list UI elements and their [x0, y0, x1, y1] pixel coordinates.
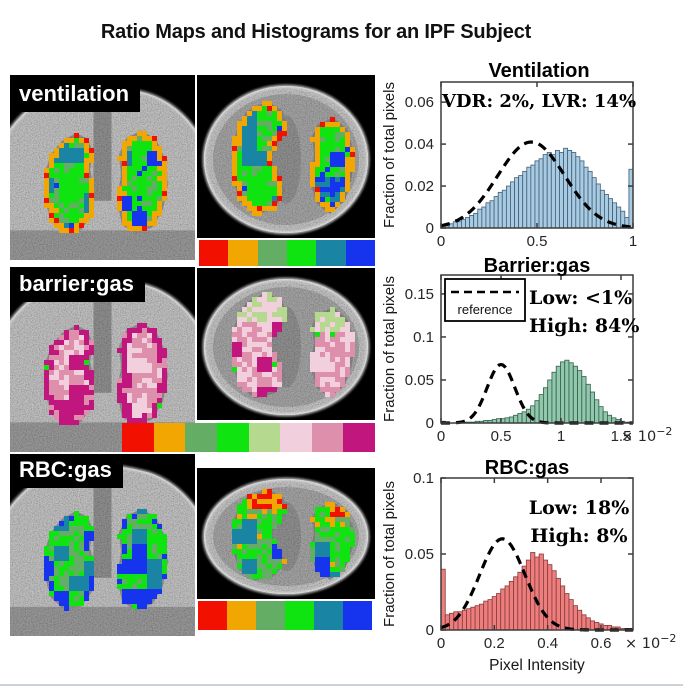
y-axis-label: Fraction of total pixels [381, 481, 398, 627]
x-tick-label: 0 [437, 635, 445, 652]
annotation-text: High: 84% [529, 315, 639, 337]
colorbar-segment [248, 423, 281, 452]
histogram-bars [440, 359, 634, 424]
barrier-gas-histogram: 0 0.5 1 1.5 0 0.05 0.1 0.15 × 10−2 Barrier:gas Fra… [381, 255, 672, 445]
y-tick-label: 0.05 [405, 372, 434, 389]
y-tick-label: 0.06 [405, 94, 434, 111]
y-axis-label: Fraction of total pixels [381, 82, 398, 228]
histogram-title: Ventilation [488, 60, 589, 82]
lung-overlay [310, 307, 355, 398]
y-tick-label: 0 [426, 415, 434, 432]
y-tick-label: 0.04 [405, 136, 434, 153]
lung-overlay [44, 511, 94, 612]
plot-frame [440, 81, 634, 229]
y-tick-label: 0.1 [413, 470, 434, 487]
y-tick-label: 0.02 [405, 178, 434, 195]
lung-overlay [117, 323, 167, 423]
colorbar-segment [311, 423, 344, 452]
x-tick-label: 0.4 [537, 635, 558, 652]
colorbar-segment [343, 601, 372, 630]
histogram-title: Barrier:gas [484, 255, 591, 277]
y-axis-label: Fraction of total pixels [381, 276, 398, 422]
colorbar-segment [343, 423, 375, 452]
barrier-gas-colorbar [122, 423, 375, 452]
lung-overlay [310, 501, 355, 577]
lung-overlay [44, 133, 94, 233]
figure-title: Ratio Maps and Histograms for an IPF Sub… [100, 21, 532, 44]
ventilation-colorbar [199, 240, 375, 266]
lung-overlay [117, 131, 167, 231]
y-tick-label: 0.1 [413, 329, 434, 346]
rbc-gas-colorbar [198, 601, 372, 630]
x-tick-label: 1 [629, 233, 637, 250]
x-tick-label: 0 [437, 233, 445, 250]
colorbar-segment [285, 601, 314, 630]
bottom-divider [0, 684, 683, 686]
colorbar-segment [227, 601, 256, 630]
histogram-bars [440, 147, 634, 229]
mri-body [10, 87, 195, 260]
plot-frame [440, 477, 634, 631]
legend-box [444, 278, 526, 322]
map-label-rbc-gas: RBC:gas [10, 454, 123, 488]
colorbar-segment [280, 423, 312, 452]
x-tick-label: 0.6 [591, 635, 612, 652]
lung-overlay [232, 101, 287, 216]
colorbar-segment [256, 601, 285, 630]
lung-overlay [44, 325, 94, 425]
x-tick-label: 0.5 [491, 428, 512, 445]
x-axis-multiplier: × 10−2 [625, 632, 676, 652]
x-axis-label: Pixel Intensity [489, 657, 585, 674]
rbc-gas-axial-mri-image [197, 468, 375, 599]
colorbar-segment [314, 601, 343, 630]
x-tick-label: 1.5 [611, 428, 632, 445]
ventilation-axial-mri-image [197, 75, 375, 238]
histogram-bars [440, 552, 634, 631]
lung-overlay [310, 117, 355, 212]
colorbar-segment [185, 423, 217, 452]
colorbar-segment [345, 240, 375, 266]
map-label-barrier-gas: barrier:gas [10, 268, 145, 302]
ventilation-histogram: 0 0.5 1 0 0.02 0.04 0.06 Ventilation Fraction of… [381, 60, 637, 250]
x-tick-label: 1 [557, 428, 565, 445]
lung-overlay [232, 488, 287, 579]
colorbar-segment [257, 240, 287, 266]
annotation-text: Low: <1% [529, 287, 632, 309]
legend-label: reference [458, 302, 513, 317]
lung-overlay [232, 292, 287, 398]
map-label-ventilation: ventilation [10, 78, 141, 112]
colorbar-segment [153, 423, 186, 452]
colorbar-segment [198, 601, 227, 630]
annotation-text: High: 8% [530, 525, 627, 547]
barrier-gas-coronal-mri-image [10, 267, 195, 452]
y-tick-label: 0 [426, 622, 434, 639]
annotation-text: VDR: 2%, LVR: 14% [441, 91, 636, 112]
colorbar-segment [216, 423, 249, 452]
colorbar-segment [286, 240, 317, 266]
ventilation-coronal-mri-image [10, 75, 195, 260]
histogram-title: RBC:gas [485, 457, 569, 479]
x-tick-label: 0.5 [527, 233, 548, 250]
rbc-gas-histogram: 0 0.2 0.4 0.6 0 0.05 0.1 × 10−2 RBC:gas Fraction … [381, 457, 676, 674]
annotation-text: Low: 18% [529, 497, 630, 519]
x-tick-label: 0.2 [484, 635, 505, 652]
reference-curve [440, 140, 634, 229]
plot-frame [440, 274, 634, 424]
colorbar-segment [199, 240, 229, 266]
y-tick-label: 0.15 [405, 286, 434, 303]
y-tick-label: 0 [426, 220, 434, 237]
lung-overlay [117, 509, 167, 610]
y-tick-label: 0.05 [405, 546, 434, 563]
barrier-gas-axial-mri-image [197, 268, 375, 420]
x-tick-label: 0 [437, 428, 445, 445]
colorbar-segment [122, 423, 154, 452]
colorbar-segment [316, 240, 346, 266]
x-axis-multiplier: × 10−2 [621, 425, 672, 445]
colorbar-segment [228, 240, 258, 266]
mri-body [10, 465, 195, 636]
